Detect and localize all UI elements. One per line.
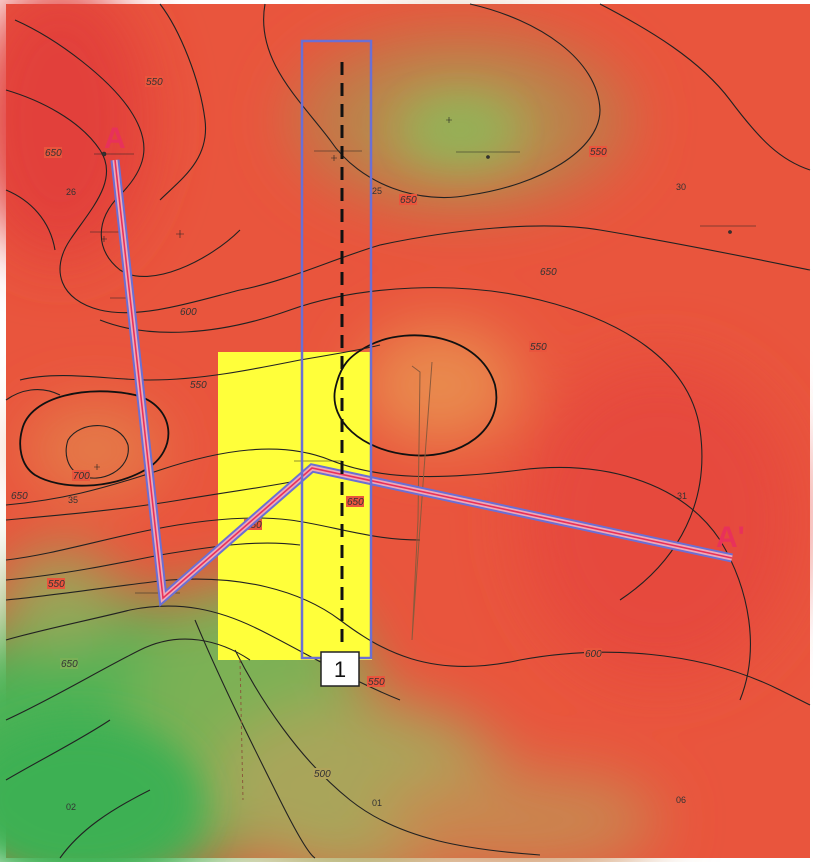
window-label-box: 1 <box>320 651 360 687</box>
well-marker-icon <box>446 117 452 123</box>
contour-label-text: 650 <box>347 497 364 508</box>
contour-label-text: 700 <box>73 471 90 482</box>
contour-label-text: 600 <box>180 307 197 318</box>
contour-label: 650 <box>346 496 364 508</box>
contour-label-text: 650 <box>400 195 417 206</box>
contour-label-text: 550 <box>146 77 163 88</box>
contour-label-text: 550 <box>245 520 262 531</box>
well-marker-icon <box>94 464 100 470</box>
contour-label-text: 500 <box>314 769 331 780</box>
section-number: 30 <box>676 182 686 192</box>
cross-section-start-label: A <box>104 122 126 155</box>
well-markers <box>90 117 756 594</box>
section-number: 25 <box>372 186 382 196</box>
contour-label: 550 <box>47 578 65 590</box>
contour-label: 600 <box>584 648 602 660</box>
contour-label-text: 650 <box>45 148 62 159</box>
contour-label: 700 <box>72 470 90 482</box>
well-path <box>411 361 433 641</box>
section-number: 06 <box>676 795 686 805</box>
window-label: 1 <box>334 657 346 682</box>
contour-label-text: 550 <box>368 677 385 688</box>
contour-label: 550 <box>589 146 607 158</box>
contour-label-text: 600 <box>585 649 602 660</box>
well-marker-icon <box>700 225 756 234</box>
contour-label: 550 <box>145 76 163 88</box>
section-number: 35 <box>68 495 78 505</box>
cross-section-line <box>110 159 733 608</box>
section-number: 02 <box>66 802 76 812</box>
contour-label-text: 550 <box>48 579 65 590</box>
contour-label: 550 <box>367 676 385 688</box>
well-marker-icon <box>314 150 362 161</box>
contour-label-text: 550 <box>190 380 207 391</box>
contour-label: 550 <box>189 379 207 391</box>
contour-label: 650 <box>44 147 62 159</box>
contour-label: 600 <box>179 306 197 318</box>
cross-section-end-label: A' <box>716 521 745 554</box>
section-line <box>239 659 244 801</box>
contour-label-group: 550 650 550 600 650 550 550 700 650 550 … <box>10 76 607 780</box>
contour-label: 650 <box>10 490 28 502</box>
contour-label-text: 650 <box>540 267 557 278</box>
contour-label: 650 <box>60 658 78 670</box>
well-marker-icon <box>176 230 184 238</box>
contour-label-text: 650 <box>61 659 78 670</box>
section-number: 31 <box>677 491 687 501</box>
contour-label: 650 <box>539 266 557 278</box>
contour-label: 550 <box>529 341 547 353</box>
contour-label: 650 <box>399 194 417 206</box>
contour-label: 500 <box>313 768 331 780</box>
well-marker-icon <box>456 151 520 159</box>
contour-label-text: 650 <box>11 491 28 502</box>
section-number-group: 26 25 30 35 31 02 01 06 <box>66 182 687 812</box>
section-number: 01 <box>372 798 382 808</box>
contour-label-text: 550 <box>530 342 547 353</box>
well-marker-icon <box>94 151 134 157</box>
contour-label-text: 550 <box>590 147 607 158</box>
section-number: 26 <box>66 187 76 197</box>
well-marker-icon <box>90 231 120 242</box>
